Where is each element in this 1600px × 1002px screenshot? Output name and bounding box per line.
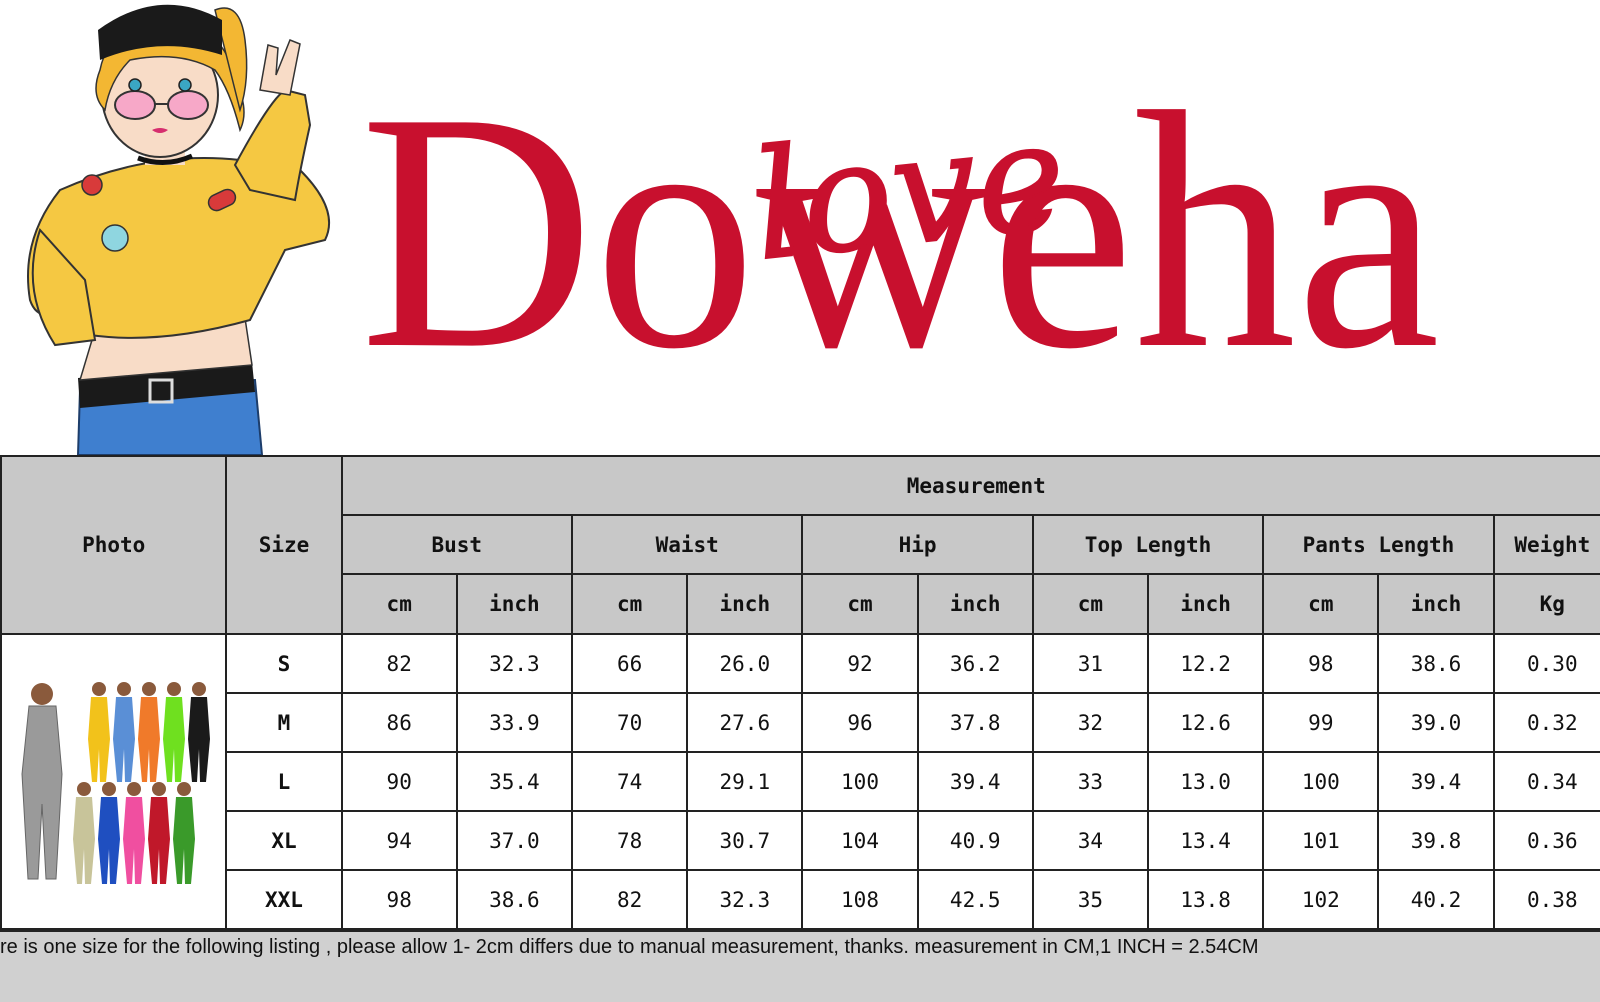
header-bust: Bust [340,514,574,575]
size-label: M [225,692,343,753]
table-cell: 100 [801,751,919,812]
size-label: L [225,751,343,812]
brand-script-overlay: love [745,89,1073,295]
table-cell: 31 [1031,633,1150,694]
unit-header: cm [340,573,458,635]
table-cell: 82 [570,869,689,930]
table-row: XL 94 37.0 78 30.7 104 40.9 34 13.4 101 … [1,810,1600,871]
table-cell: 99 [1262,692,1380,753]
table-row: XXL 98 38.6 82 32.3 108 42.5 35 13.8 102… [1,869,1600,930]
size-label: XXL [225,869,343,930]
table-cell: 96 [801,692,919,753]
table-cell: 101 [1262,810,1380,871]
table-cell: 13.8 [1147,869,1265,930]
table-row: M 86 33.9 70 27.6 96 37.8 32 12.6 99 39.… [1,692,1600,753]
unit-header: cm [1031,573,1150,635]
unit-header: inch [686,573,804,635]
table-cell: 78 [570,810,689,871]
table-cell: 39.8 [1377,810,1495,871]
table-cell: 32 [1031,692,1150,753]
table-cell: 70 [570,692,689,753]
table-cell: 39.4 [1377,751,1495,812]
table-cell: 12.6 [1147,692,1265,753]
table-cell: 29.1 [686,751,804,812]
table-cell: 37.0 [455,810,574,871]
header-measurement: Measurement [340,455,1600,516]
header-pants-length: Pants Length [1262,514,1495,575]
brand-logo: Doweha love [360,60,1440,390]
table-cell: 0.36 [1492,810,1600,871]
unit-header: cm [801,573,919,635]
table-cell: 0.30 [1492,633,1600,694]
cartoon-girl-illustration [27,4,331,455]
table-cell: 66 [570,633,689,694]
table-cell: 108 [801,869,919,930]
table-cell: 27.6 [686,692,804,753]
table-cell: 98 [340,869,458,930]
header-size: Size [225,455,343,635]
unit-header: inch [916,573,1034,635]
table-cell: 38.6 [1377,633,1495,694]
table-cell: 35 [1031,869,1150,930]
jumpsuit-models-image [21,682,210,884]
table-cell: 38.6 [455,869,574,930]
table-cell: 92 [801,633,919,694]
table-cell: 12.2 [1147,633,1265,694]
table-cell: 37.8 [916,692,1034,753]
table-cell: 102 [1262,869,1380,930]
table-cell: 0.34 [1492,751,1600,812]
table-cell: 13.0 [1147,751,1265,812]
table-cell: 40.2 [1377,869,1495,930]
size-chart: Photo Size Measurement Bust Waist Hip To… [0,455,1600,930]
brand-name: Doweha [360,60,1440,390]
table-cell: 33.9 [455,692,574,753]
table-cell: 32.3 [686,869,804,930]
table-cell: 0.32 [1492,692,1600,753]
size-label: XL [225,810,343,871]
header-photo: Photo [0,455,228,635]
table-cell: 32.3 [455,633,574,694]
table-cell: 39.4 [916,751,1034,812]
table-cell: 36.2 [916,633,1034,694]
table-cell: 104 [801,810,919,871]
unit-header: cm [1262,573,1380,635]
product-photo [0,633,228,930]
unit-header: inch [455,573,574,635]
table-cell: 40.9 [916,810,1034,871]
unit-header: cm [570,573,689,635]
header-hip: Hip [801,514,1034,575]
size-label: S [225,633,343,694]
table-cell: 82 [340,633,458,694]
table-cell: 74 [570,751,689,812]
header-weight: Weight [1492,514,1600,575]
table-cell: 90 [340,751,458,812]
table-cell: 34 [1031,810,1150,871]
footer-note-bar: re is one size for the following listing… [0,930,1600,1002]
unit-header: Kg [1492,573,1600,635]
table-cell: 26.0 [686,633,804,694]
size-table: Photo Size Measurement Bust Waist Hip To… [0,455,1600,930]
table-cell: 13.4 [1147,810,1265,871]
table-row: L 90 35.4 74 29.1 100 39.4 33 13.0 100 3… [1,751,1600,812]
measurement-note: re is one size for the following listing… [0,936,1259,958]
table-cell: 42.5 [916,869,1034,930]
table-cell: 39.0 [1377,692,1495,753]
header-waist: Waist [570,514,804,575]
table-row: S 82 32.3 66 26.0 92 36.2 31 12.2 98 38.… [0,633,1600,930]
table-cell: 98 [1262,633,1380,694]
table-cell: 94 [340,810,458,871]
unit-header: inch [1147,573,1265,635]
table-cell: 0.38 [1492,869,1600,930]
table-cell: 100 [1262,751,1380,812]
table-cell: 30.7 [686,810,804,871]
table-cell: 33 [1031,751,1150,812]
brand-banner: Doweha love [0,0,1600,455]
table-cell: 35.4 [455,751,574,812]
header-top-length: Top Length [1031,514,1265,575]
unit-header: inch [1377,573,1495,635]
table-cell: 86 [340,692,458,753]
